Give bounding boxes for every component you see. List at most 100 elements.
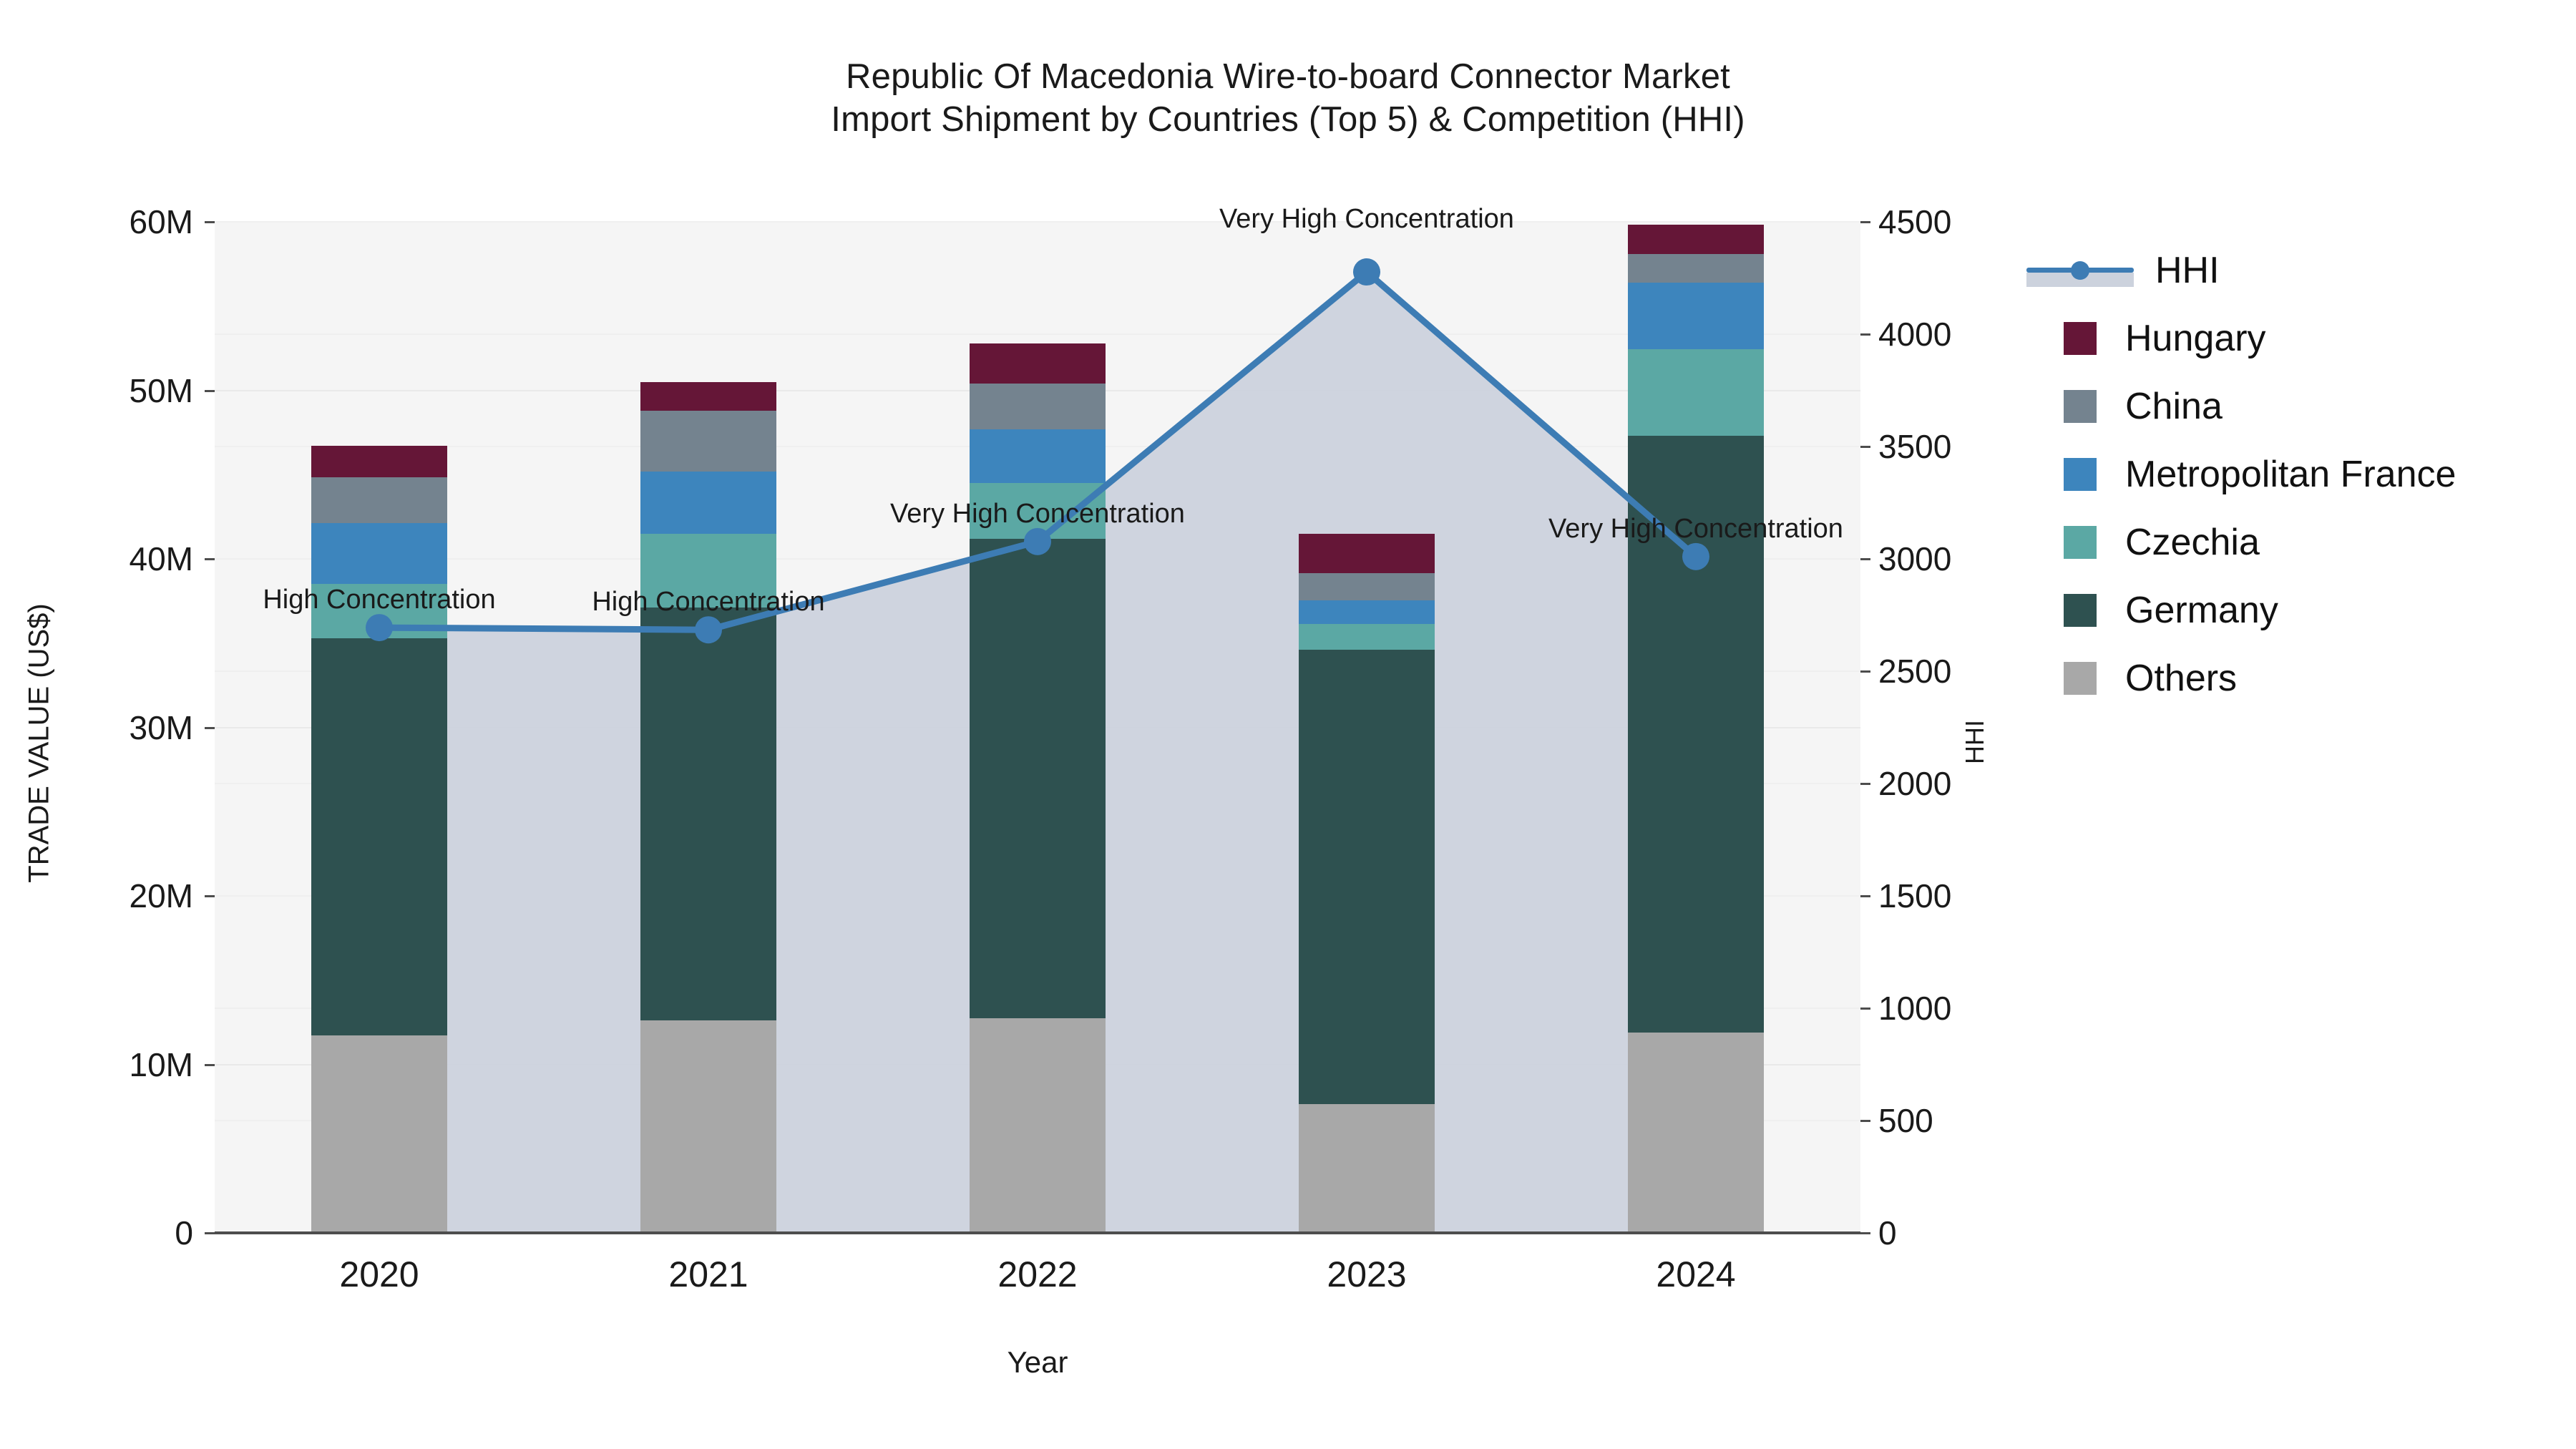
gridline-minor xyxy=(215,221,1860,223)
legend-label: Others xyxy=(2125,657,2238,699)
y-axis-right-tick-label: 1500 xyxy=(1878,877,1952,914)
y-axis-left-tick-label: 40M xyxy=(129,540,193,577)
y-axis-left-tick xyxy=(205,1232,215,1234)
x-axis-tick-label: 2020 xyxy=(339,1254,419,1294)
hhi-line-swatch-icon xyxy=(2026,254,2134,287)
x-axis-tick-label: 2022 xyxy=(997,1254,1078,1294)
concentration-annotation: High Concentration xyxy=(263,585,496,615)
bar-segment-germany[interactable] xyxy=(311,638,447,1035)
legend-item-germany[interactable]: Germany xyxy=(2026,576,2556,644)
color-swatch-icon xyxy=(2064,525,2097,559)
bar-segment-hungary[interactable] xyxy=(970,343,1106,384)
concentration-annotation: Very High Concentration xyxy=(1548,513,1843,544)
y-axis-right-tick-label: 4500 xyxy=(1878,203,1952,240)
y-axis-left-tick xyxy=(205,389,215,392)
legend-item-metropolitan-france[interactable]: Metropolitan France xyxy=(2026,440,2556,508)
legend-label: HHI xyxy=(2155,249,2220,291)
bar-segment-metropolitan-france[interactable] xyxy=(970,429,1106,483)
hhi-marker[interactable] xyxy=(1353,258,1380,286)
legend-label: Metropolitan France xyxy=(2125,453,2457,495)
color-swatch-icon xyxy=(2064,457,2097,491)
y-axis-left-title: TRADE VALUE (US$) xyxy=(23,603,55,883)
concentration-annotation: High Concentration xyxy=(592,587,825,618)
bar-segment-others[interactable] xyxy=(1299,1103,1435,1233)
legend-label: Germany xyxy=(2125,589,2278,631)
y-axis-right-tick xyxy=(1860,1232,1870,1234)
legend-item-hhi[interactable]: HHI xyxy=(2026,236,2556,304)
x-axis-tick-label: 2023 xyxy=(1327,1254,1407,1294)
bar-segment-others[interactable] xyxy=(970,1018,1106,1233)
y-axis-left-tick-label: 0 xyxy=(175,1214,193,1252)
bar-segment-china[interactable] xyxy=(1299,573,1435,601)
y-axis-right-tick xyxy=(1860,558,1870,560)
bar-segment-hungary[interactable] xyxy=(1628,225,1764,254)
y-axis-right-tick xyxy=(1860,670,1870,673)
y-axis-right-tick xyxy=(1860,221,1870,223)
y-axis-right-tick-label: 500 xyxy=(1878,1102,1933,1139)
legend-item-others[interactable]: Others xyxy=(2026,644,2556,712)
color-swatch-icon xyxy=(2064,661,2097,695)
y-axis-left-tick xyxy=(205,726,215,729)
plot-area: High Concentration High Concentration Very… xyxy=(215,204,1860,1234)
bar-segment-others[interactable] xyxy=(640,1020,776,1233)
y-axis-right-tick xyxy=(1860,1008,1870,1010)
legend-item-czechia[interactable]: Czechia xyxy=(2026,508,2556,576)
concentration-annotation: Very High Concentration xyxy=(890,498,1185,529)
y-axis-left-tick-label: 50M xyxy=(129,371,193,409)
bar-segment-metropolitan-france[interactable] xyxy=(1299,600,1435,625)
legend-label: Hungary xyxy=(2125,317,2266,359)
bar-segment-czechia[interactable] xyxy=(1299,624,1435,650)
y-axis-left-tick-label: 20M xyxy=(129,877,193,914)
x-axis-title: Year xyxy=(1007,1345,1068,1379)
bar-segment-czechia[interactable] xyxy=(1628,348,1764,436)
y-axis-right-tick xyxy=(1860,1120,1870,1122)
y-axis-right-title: HHI xyxy=(1960,720,1989,764)
y-axis-right-tick-label: 3500 xyxy=(1878,428,1952,465)
y-axis-right-tick-label: 2500 xyxy=(1878,653,1952,690)
bar-segment-metropolitan-france[interactable] xyxy=(640,471,776,534)
legend-item-hungary[interactable]: Hungary xyxy=(2026,304,2556,372)
y-axis-right-tick-label: 2000 xyxy=(1878,765,1952,802)
color-swatch-icon xyxy=(2064,389,2097,423)
legend-item-china[interactable]: China xyxy=(2026,372,2556,440)
bar-segment-hungary[interactable] xyxy=(311,446,447,478)
color-swatch-icon xyxy=(2064,321,2097,355)
y-axis-right-tick-label: 0 xyxy=(1878,1214,1897,1252)
y-axis-left-tick xyxy=(205,895,215,897)
chart-title-line2: Import Shipment by Countries (Top 5) & C… xyxy=(831,99,1745,139)
concentration-annotation: Very High Concentration xyxy=(1219,204,1514,235)
bar-segment-china[interactable] xyxy=(970,383,1106,429)
bar-segment-others[interactable] xyxy=(311,1035,447,1233)
y-axis-right-tick xyxy=(1860,783,1870,785)
y-axis-left-tick-label: 60M xyxy=(129,203,193,240)
bar-segment-china[interactable] xyxy=(311,477,447,523)
color-swatch-icon xyxy=(2064,593,2097,627)
y-axis-left-tick xyxy=(205,558,215,560)
x-axis-line xyxy=(215,1231,1860,1234)
y-axis-left-tick xyxy=(205,1063,215,1066)
y-axis-left-tick-label: 30M xyxy=(129,708,193,746)
bar-segment-germany[interactable] xyxy=(970,538,1106,1018)
chart-title-line1: Republic Of Macedonia Wire-to-board Conn… xyxy=(846,57,1730,96)
y-axis-right-tick xyxy=(1860,446,1870,448)
y-axis-left-tick-label: 10M xyxy=(129,1045,193,1083)
chart-title: Republic Of Macedonia Wire-to-board Conn… xyxy=(0,56,2576,142)
x-axis-tick-label: 2021 xyxy=(668,1254,748,1294)
y-axis-left-tick xyxy=(205,221,215,223)
legend: HHI Hungary China Metropolitan France Czechi… xyxy=(2026,236,2556,712)
y-axis-right-tick xyxy=(1860,895,1870,897)
bar-segment-germany[interactable] xyxy=(1299,650,1435,1104)
bar-segment-others[interactable] xyxy=(1628,1033,1764,1233)
y-axis-right-tick xyxy=(1860,333,1870,336)
legend-label: China xyxy=(2125,385,2223,427)
bar-segment-metropolitan-france[interactable] xyxy=(1628,282,1764,349)
y-axis-right-tick-label: 1000 xyxy=(1878,990,1952,1027)
bar-segment-hungary[interactable] xyxy=(640,381,776,411)
bar-segment-china[interactable] xyxy=(640,410,776,472)
y-axis-right-tick-label: 3000 xyxy=(1878,540,1952,577)
bar-segment-hungary[interactable] xyxy=(1299,533,1435,574)
bar-segment-china[interactable] xyxy=(1628,253,1764,283)
bar-segment-metropolitan-france[interactable] xyxy=(311,522,447,584)
bar-segment-germany[interactable] xyxy=(640,608,776,1021)
